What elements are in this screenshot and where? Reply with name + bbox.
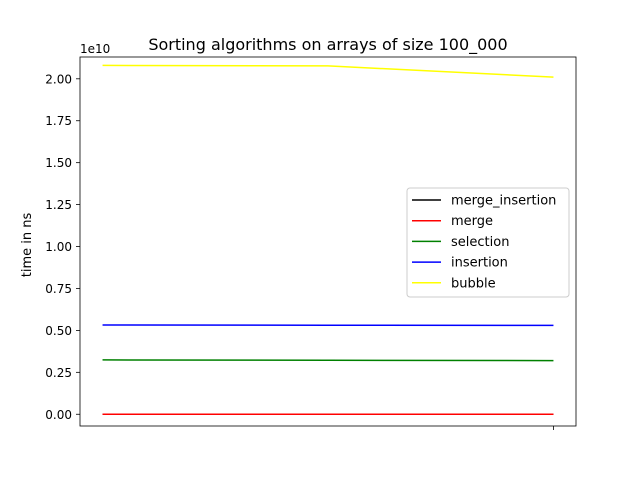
y-tick-label: 0.75: [45, 282, 72, 296]
y-axis-label: time in ns: [20, 213, 35, 278]
y-tick-label: 1.50: [45, 156, 72, 170]
y-tick-label: 1.25: [45, 198, 72, 212]
legend-label-bubble: bubble: [451, 276, 496, 291]
legend-label-selection: selection: [451, 235, 509, 250]
y-tick-label: 0.00: [45, 408, 72, 422]
y-tick-label: 1.75: [45, 114, 72, 128]
legend-label-merge-insertion: merge_insertion: [451, 194, 556, 209]
y-tick-label: 1.00: [45, 240, 72, 254]
legend-label-insertion: insertion: [451, 256, 508, 271]
y-tick-label: 2.00: [45, 72, 72, 86]
y-tick-label: 0.25: [45, 366, 72, 380]
legend-label-merge: merge: [451, 214, 493, 229]
chart-title: Sorting algorithms on arrays of size 100…: [148, 35, 507, 55]
y-offset-text: 1e10: [80, 42, 110, 56]
series-line-selection: [103, 360, 554, 361]
y-tick-label: 0.50: [45, 324, 72, 338]
